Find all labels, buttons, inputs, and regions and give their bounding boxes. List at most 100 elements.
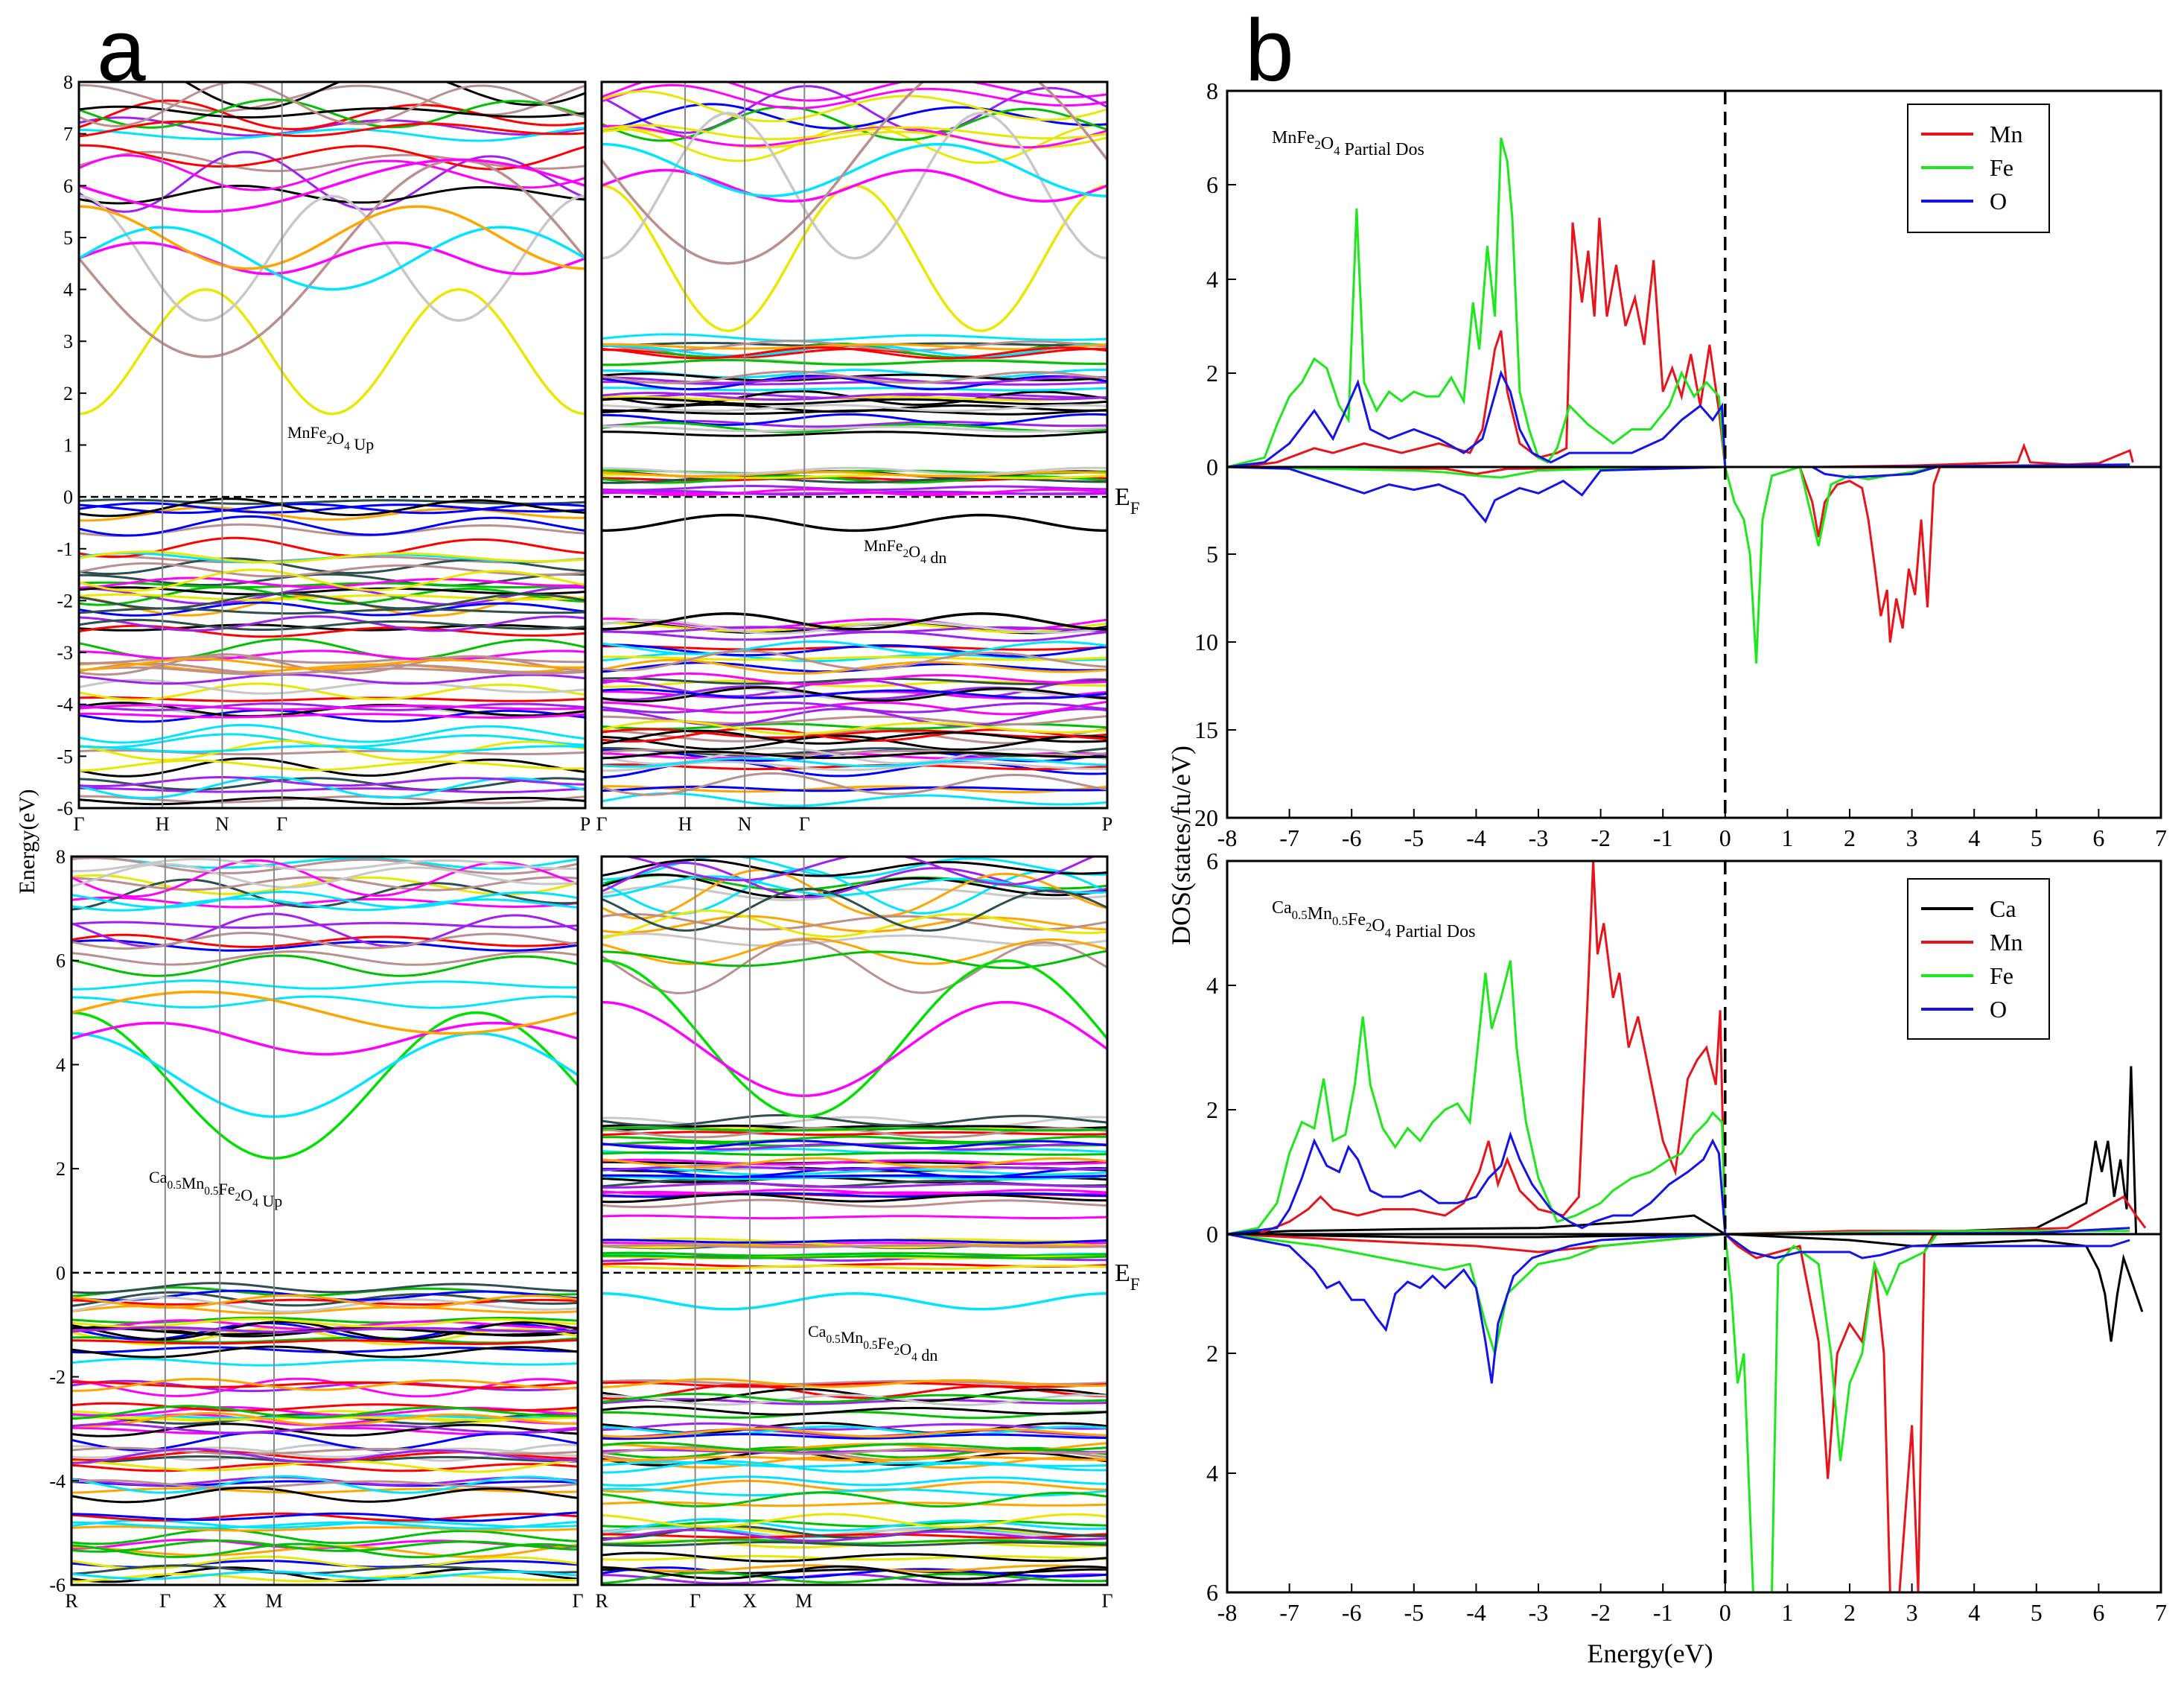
band-line xyxy=(71,1296,578,1313)
band-line xyxy=(71,1326,578,1336)
band-line xyxy=(602,90,1107,123)
y-tick-label: 2 xyxy=(1206,1096,1218,1123)
x-tick-label: -8 xyxy=(1217,1599,1238,1626)
legend-box xyxy=(1907,878,2050,1040)
band-line xyxy=(602,719,1107,735)
band-line xyxy=(71,1405,578,1417)
band-line xyxy=(71,1564,578,1575)
band-line xyxy=(79,226,585,291)
y-tick-label: 2 xyxy=(1206,360,1218,387)
band-line xyxy=(71,1345,578,1359)
band-line xyxy=(602,1381,1107,1388)
band-line xyxy=(602,1126,1107,1132)
band-line xyxy=(602,419,1107,428)
y-tick-label: 5 xyxy=(1206,541,1218,568)
band-line xyxy=(602,649,1107,672)
band-line xyxy=(79,618,585,631)
x-tick-label: -5 xyxy=(1404,824,1424,851)
band-line xyxy=(71,990,578,1035)
dos-title: MnFe2O4 Partial Dos xyxy=(1272,128,1424,159)
band-line xyxy=(71,1544,578,1558)
kpoint-label: M xyxy=(265,1590,282,1612)
band-line xyxy=(79,515,585,537)
panel-title: Ca0.5Mn0.5Fe2O4 Up xyxy=(149,1168,282,1210)
band-line xyxy=(602,1244,1107,1249)
kpoint-label: M xyxy=(795,1590,812,1612)
band-line xyxy=(602,937,1107,965)
band-line xyxy=(602,1554,1107,1561)
y-tick-label: 4 xyxy=(63,279,73,301)
band-line xyxy=(71,1487,578,1494)
band-line xyxy=(602,1513,1107,1528)
band-line xyxy=(602,612,1107,631)
x-tick-label: 2 xyxy=(1844,1599,1856,1626)
band-line xyxy=(602,359,1107,366)
band-line xyxy=(602,950,1107,970)
band-line xyxy=(71,858,578,873)
band-line xyxy=(602,1411,1107,1420)
panel-title: MnFe2O4 Up xyxy=(287,423,374,454)
band-line xyxy=(602,1378,1107,1389)
dos-y-axis-label: DOS(states/fu/eV) xyxy=(1166,746,1196,945)
plot-frame xyxy=(1226,89,2162,819)
y-tick-label: 6 xyxy=(1206,1579,1218,1606)
band-line xyxy=(602,1491,1107,1508)
y-tick-label: 6 xyxy=(63,175,73,197)
band-line xyxy=(602,474,1107,484)
band-line xyxy=(79,498,585,518)
band-line xyxy=(602,82,1107,265)
kpoint-label: H xyxy=(678,813,693,835)
kpoint-label: P xyxy=(1102,813,1112,835)
band-line xyxy=(602,1140,1107,1150)
band-line xyxy=(602,1198,1107,1209)
panel-label-a: a xyxy=(97,1,146,100)
x-tick-label: 7 xyxy=(2155,1599,2167,1626)
band-line xyxy=(79,84,585,116)
band-line xyxy=(602,489,1107,496)
x-tick-label: -2 xyxy=(1591,1599,1611,1626)
legend-label-o: O xyxy=(1990,996,2007,1023)
band-line xyxy=(79,679,585,695)
x-tick-label: 4 xyxy=(1968,824,1980,851)
band-line xyxy=(71,1377,578,1398)
x-tick-label: 6 xyxy=(2092,1599,2104,1626)
band-line xyxy=(79,502,585,514)
x-tick-label: 3 xyxy=(1906,824,1918,851)
band-line xyxy=(79,158,585,213)
band-line xyxy=(79,776,585,787)
band-line xyxy=(602,1214,1107,1220)
band-line xyxy=(79,666,585,676)
band-line xyxy=(602,729,1107,745)
y-tick-label: -4 xyxy=(57,694,73,716)
band-line xyxy=(602,409,1107,416)
band-line xyxy=(602,1292,1107,1311)
panel-title: MnFe2O4 dn xyxy=(864,536,946,567)
y-tick-label: -5 xyxy=(57,746,73,767)
band-line xyxy=(602,1442,1107,1453)
band-line xyxy=(602,1519,1107,1528)
band-lines xyxy=(602,82,1107,807)
band-line xyxy=(602,655,1107,661)
band-line xyxy=(602,938,1107,995)
y-tick-label: 4 xyxy=(1206,266,1218,293)
band-line xyxy=(602,875,1107,898)
band-line xyxy=(602,1405,1107,1416)
legend-label-fe: Fe xyxy=(1990,962,2013,989)
x-tick-label: 0 xyxy=(1719,824,1731,851)
x-tick-label: -8 xyxy=(1217,824,1238,851)
y-tick-label: 0 xyxy=(1206,454,1218,480)
band-line xyxy=(71,878,578,911)
band-line xyxy=(620,857,1097,886)
band-line xyxy=(602,1538,1107,1545)
band-line xyxy=(79,154,585,191)
band-line xyxy=(71,891,578,909)
band-line xyxy=(79,127,585,142)
dos-curve-up-fe xyxy=(1227,960,2130,1236)
band-line xyxy=(71,1338,578,1346)
band-line xyxy=(71,1446,578,1455)
band-line xyxy=(602,488,1107,497)
band-line xyxy=(602,333,1107,342)
y-tick-label: 8 xyxy=(56,846,66,868)
plot-frame xyxy=(70,855,579,1586)
